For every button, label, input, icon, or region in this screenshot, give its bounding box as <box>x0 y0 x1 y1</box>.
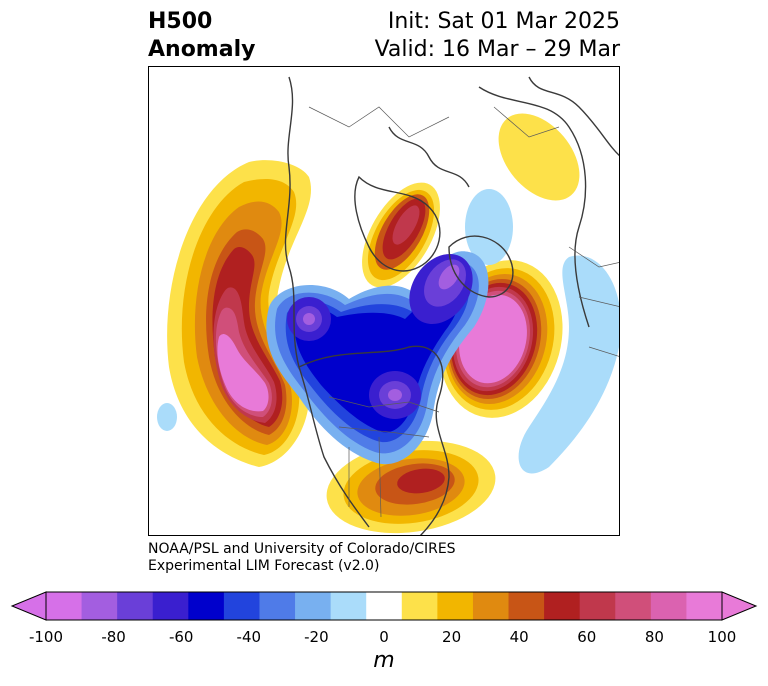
colorbar-segment <box>401 592 438 620</box>
colorbar-frame <box>45 591 723 621</box>
colorbar-segment <box>650 592 687 620</box>
colorbar-tick-label: -60 <box>168 628 194 646</box>
title-field: Anomaly <box>148 37 256 62</box>
anomaly-map <box>148 66 620 536</box>
colorbar-tick-label: -20 <box>304 628 329 646</box>
colorbar-segment <box>686 592 723 620</box>
anomaly-central-negative <box>266 251 489 465</box>
colorbar-segment <box>81 592 118 620</box>
anomaly-southeast-us-positive <box>326 440 496 534</box>
title-right: Init: Sat 01 Mar 2025 Valid: 16 Mar – 29… <box>375 8 620 64</box>
colorbar-tick-label: 0 <box>379 628 389 646</box>
colorbar-segment <box>295 592 332 620</box>
colorbar-tick-label: 20 <box>442 628 462 646</box>
colorbar-segment <box>544 592 581 620</box>
colorbar-segment <box>472 592 510 620</box>
valid-period: Valid: 16 Mar – 29 Mar <box>374 37 620 62</box>
colorbar-tick-label: 80 <box>644 628 664 646</box>
init-date: Init: Sat 01 Mar 2025 <box>387 9 620 34</box>
title-left: H500 Anomaly <box>148 8 255 64</box>
political-borders <box>308 106 619 518</box>
colorbar-tick-label: 60 <box>577 628 597 646</box>
colorbar-extend-max <box>721 591 758 621</box>
colorbar-segment <box>259 592 296 620</box>
colorbar-segment <box>152 592 189 620</box>
title-variable: H500 <box>148 9 213 34</box>
credit-line1: NOAA/PSL and University of Colorado/CIRE… <box>148 541 456 557</box>
colorbar-segment <box>188 592 225 620</box>
colorbar-tick-label: 40 <box>509 628 529 646</box>
colorbar-segment <box>46 592 83 620</box>
colorbar-segment <box>508 592 545 620</box>
colorbar-tick-label: -80 <box>101 628 126 646</box>
map-canvas <box>157 76 619 535</box>
colorbar-unit: m <box>373 648 395 673</box>
anomaly-siberia-positive <box>498 113 580 201</box>
coastlines <box>284 76 619 535</box>
colorbar-tick-label: -100 <box>28 628 64 646</box>
colorbar-segment <box>615 592 652 620</box>
credit-line2: Experimental LIM Forecast (v2.0) <box>148 558 380 574</box>
colorbar-tick-label: -40 <box>236 628 262 646</box>
colorbar-tick-label: 100 <box>707 628 737 646</box>
colorbar-segment <box>223 592 260 620</box>
colorbar-segment <box>330 592 367 620</box>
anomaly-north-pacific-positive <box>167 160 312 467</box>
colorbar-segment <box>437 592 474 620</box>
anomaly-greenland-positive <box>362 182 440 288</box>
credit: NOAA/PSL and University of Colorado/CIRE… <box>148 541 456 575</box>
colorbar-segment <box>579 592 616 620</box>
colorbar-segment <box>117 592 154 620</box>
colorbar <box>10 591 758 621</box>
colorbar-segment <box>366 592 403 620</box>
colorbar-extend-min <box>10 591 47 621</box>
